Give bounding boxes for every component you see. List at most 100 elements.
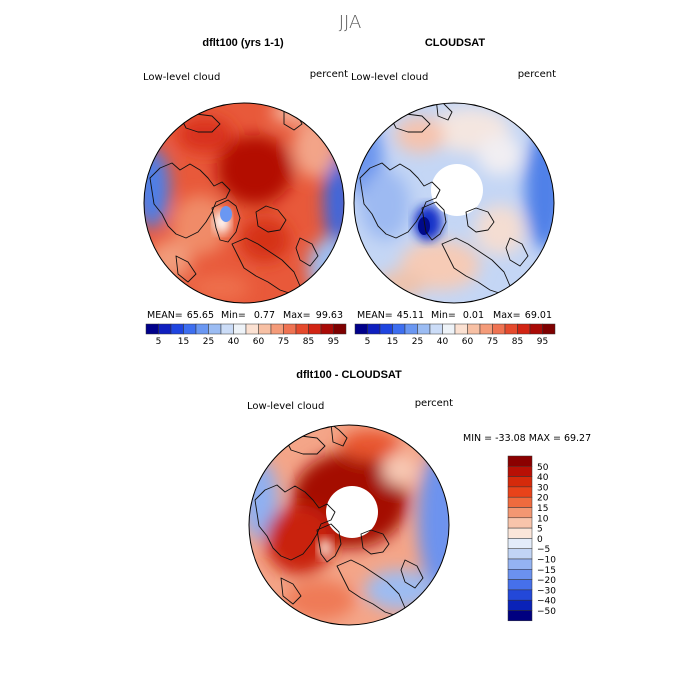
colorbar-swatch [507,527,533,539]
colorbar-swatch [507,579,533,591]
colorbar-tick-label: 15 [178,337,189,347]
field-label: Low-level cloud [351,72,428,83]
colorbar-tick-label: 5 [365,337,371,347]
colorbar-swatch [258,323,272,335]
panel-difference: dflt100 - CLOUDSAT Low-level cloud perce… [247,369,591,626]
map-field [249,425,449,625]
colorbar: 5 15 25 40 60 75 85 95 [145,323,347,347]
colorbar-swatch [507,589,533,601]
panel-title: CLOUDSAT [425,37,486,49]
colorbar-swatch [208,323,222,335]
panel-observation: CLOUDSAT Low-level cloud percent [351,37,556,347]
colorbar-swatch [504,323,518,335]
colorbar-swatch [417,323,431,335]
field-label: Low-level cloud [143,72,220,83]
units-label: percent [518,69,556,80]
colorbar-swatch [195,323,209,335]
colorbar-tick-label: 60 [462,337,474,347]
colorbar-swatch [507,599,533,611]
colorbar-swatch [354,323,368,335]
colorbar-swatch [442,323,456,335]
map-boundary [353,102,555,304]
field-label: Low-level cloud [247,401,324,412]
colorbar-swatch [392,323,406,335]
mean-label: MEAN= [147,310,183,321]
colorbar-tick-label: 75 [278,337,289,347]
mean-value: 65.65 [187,310,214,321]
colorbar-swatch [379,323,393,335]
colorbar-swatch [542,323,556,335]
colorbar-tick-label: 15 [537,504,548,514]
colorbar-tick-label: 60 [253,337,265,347]
colorbar-tick-label: 10 [537,514,549,524]
min-value: 0.77 [254,310,275,321]
colorbar-tick-label: −20 [537,576,556,586]
map-boundary [143,102,345,304]
colorbar-tick-label: 85 [512,337,523,347]
mean-label: MEAN= [357,310,393,321]
colorbar-tick-label: 25 [412,337,423,347]
map-field [144,103,344,303]
range-text: MIN = -33.08 MAX = 69.27 [463,433,591,444]
min-value: 0.01 [463,310,484,321]
colorbar-tick-label: 40 [228,337,240,347]
colorbar-swatch [507,517,533,529]
colorbar-tick-label: 0 [537,535,543,545]
panel-title: dflt100 (yrs 1-1) [202,37,284,49]
colorbar-tick-label: 75 [487,337,498,347]
colorbar-tick-label: −5 [537,545,550,555]
colorbar-swatch [320,323,334,335]
panel-model: dflt100 (yrs 1-1) Low-level cloud percen… [143,37,348,347]
min-label: Min= [431,310,456,321]
colorbar-swatch [479,323,493,335]
colorbar-swatch [467,323,481,335]
colorbar-swatch [507,455,533,467]
colorbar-swatch [529,323,543,335]
colorbar-swatch [145,323,159,335]
colorbar-swatch [507,486,533,498]
colorbar-swatch [492,323,506,335]
colorbar-tick-label: 25 [203,337,214,347]
colorbar-swatch [507,466,533,477]
colorbar-swatch [404,323,418,335]
map-boundary [248,424,450,626]
colorbar-swatch [507,558,533,570]
panel-title: dflt100 - CLOUDSAT [296,369,402,381]
colorbar-swatch [507,507,533,519]
colorbar-swatch [333,323,347,335]
colorbar-tick-label: 50 [537,463,549,473]
max-value: 99.63 [316,310,343,321]
colorbar-tick-label: 5 [156,337,162,347]
colorbar-swatch [507,496,533,508]
stats-line: MEAN= 65.65 Min= 0.77 Max= 99.63 [147,310,343,321]
colorbar-swatch [507,548,533,560]
colorbar-swatch [158,323,172,335]
colorbar: 5 15 25 40 60 75 85 95 [354,323,556,347]
colorbar-swatch [507,610,533,622]
max-value: 69.01 [525,310,552,321]
max-label: Max= [283,310,311,321]
colorbar-tick-label: −10 [537,556,556,566]
colorbar-swatch [454,323,468,335]
colorbar-swatch [283,323,297,335]
colorbar-tick-label: 30 [537,483,549,493]
colorbar-swatch [270,323,284,335]
units-label: percent [310,69,348,80]
colorbar-tick-label: 95 [537,337,548,347]
colorbar-tick-label: 15 [387,337,398,347]
colorbar-swatch [308,323,322,335]
colorbar-swatch [517,323,531,335]
mean-value: 45.11 [397,310,424,321]
colorbar-tick-label: −50 [537,607,556,617]
colorbar-swatch [507,569,533,580]
colorbar-swatch [429,323,443,335]
colorbar-swatch [507,476,533,488]
map-field [354,103,554,303]
colorbar-swatch [233,323,247,335]
colorbar-swatch [183,323,197,335]
max-label: Max= [493,310,521,321]
colorbar-tick-label: 85 [303,337,314,347]
colorbar-tick-label: 40 [537,473,549,483]
